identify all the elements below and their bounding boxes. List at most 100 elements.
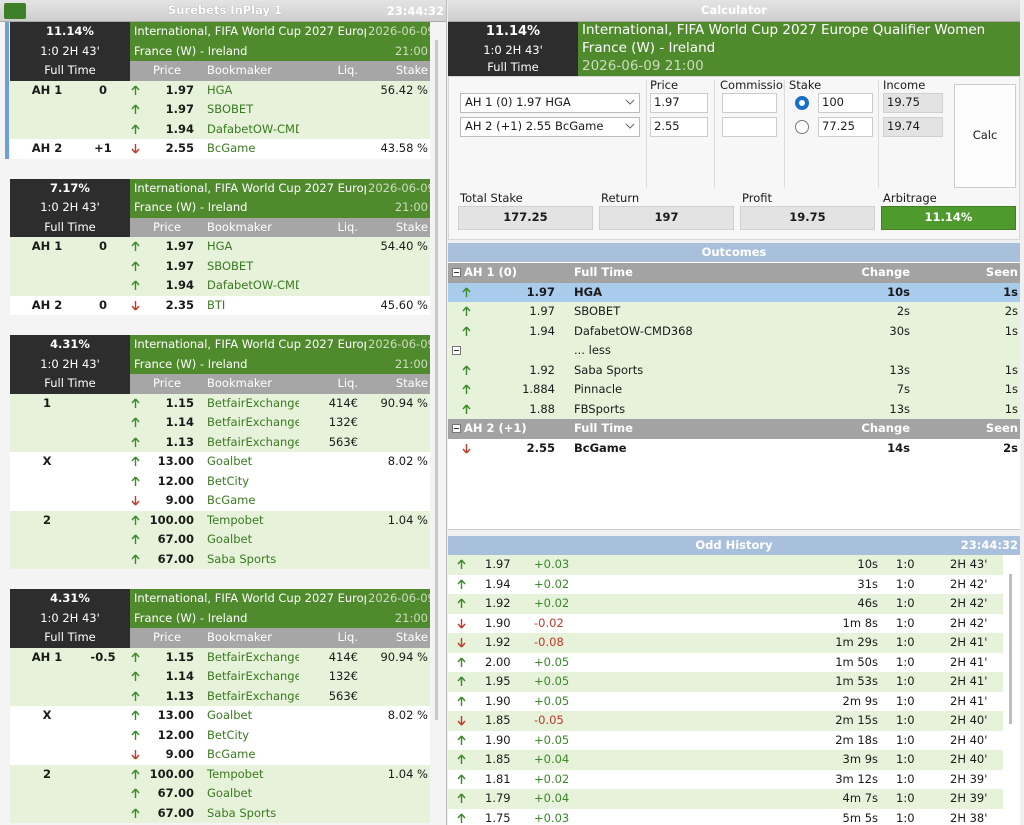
history-ago: 4m 7s <box>842 791 878 805</box>
trend-arrow <box>457 676 466 686</box>
outcome-row-bg <box>448 341 1020 361</box>
surebet-column-header <box>130 61 430 81</box>
collapse-toggle[interactable] <box>452 346 461 355</box>
stake-input[interactable] <box>818 117 873 137</box>
outcome-name: AH 1 <box>31 239 63 253</box>
history-scrollbar[interactable] <box>1009 574 1012 724</box>
outcome-change: 7s <box>896 382 910 396</box>
history-price: 1.90 <box>485 693 511 708</box>
odds-price: 13.00 <box>157 708 194 722</box>
select-chevron <box>625 99 635 105</box>
price-input[interactable] <box>650 117 708 137</box>
surebet-date: 2026-06-09 <box>368 591 430 605</box>
bookmaker-name: BetCity <box>207 727 250 742</box>
history-price: 1.79 <box>485 791 511 805</box>
stake-input[interactable] <box>818 93 873 113</box>
odds-price: 1.14 <box>165 669 194 683</box>
bet-select[interactable] <box>460 93 640 113</box>
odds-price: 1.15 <box>165 395 194 410</box>
bookmaker-name: Saba Sports <box>207 551 277 566</box>
history-change: +0.04 <box>534 752 570 766</box>
odds-price: 12.00 <box>157 473 194 488</box>
history-titlebar <box>448 536 1020 555</box>
outcome-price: 1.884 <box>522 382 555 396</box>
calc-button[interactable] <box>954 84 1016 188</box>
total-value: 19.75 <box>789 210 826 224</box>
history-score: 1:0 <box>896 752 915 766</box>
outcome-group-bg <box>10 452 430 511</box>
column-liquidity: Liq. <box>337 219 358 234</box>
outcome-row-bg <box>448 380 1020 400</box>
outcome-row-bg <box>448 282 1020 302</box>
history-row-bg <box>448 652 1003 672</box>
outcome-name: AH 2 <box>31 297 63 312</box>
left-scrollbar[interactable] <box>435 40 438 720</box>
total-value: 11.14% <box>924 210 973 224</box>
history-change: +0.04 <box>534 791 570 805</box>
surebet-column-header <box>130 217 430 237</box>
commission-input[interactable] <box>722 93 777 113</box>
odds-price: 1.97 <box>165 82 194 97</box>
history-minute: 2H 41' <box>950 674 988 688</box>
outcome-name: 1 <box>42 395 51 410</box>
history-change: -0.05 <box>534 713 564 727</box>
trend-arrow <box>457 813 466 823</box>
bet-select[interactable] <box>460 117 640 137</box>
trend-arrow <box>457 638 466 648</box>
column-bookmaker: Bookmaker <box>207 63 272 77</box>
outcome-line: 0 <box>98 239 107 253</box>
odds-price: 67.00 <box>157 532 194 546</box>
price-input[interactable] <box>650 93 708 113</box>
history-ago: 2m 15s <box>835 713 878 727</box>
history-change: +0.03 <box>534 810 570 825</box>
surebet-league: International, FIFA World Cup 2027 Europ… <box>134 180 366 195</box>
settings-button[interactable] <box>4 3 26 19</box>
history-minute: 2H 40' <box>950 732 988 747</box>
surebet-column-header <box>130 374 430 394</box>
liquidity: 563€ <box>328 688 358 703</box>
total-field <box>740 206 875 230</box>
income-text: 19.75 <box>887 95 920 109</box>
surebet-period: Full Time <box>44 219 96 234</box>
outcome-name: X <box>42 708 52 722</box>
bookmaker-name: Goalbet <box>207 708 253 722</box>
bookmaker-name: HGA <box>207 82 233 97</box>
collapse-toggle[interactable] <box>452 424 461 433</box>
trend-arrow <box>131 241 140 251</box>
liquidity: 563€ <box>328 434 358 449</box>
calc-green-header <box>578 22 1020 76</box>
bookmaker-name: BetfairExchange 2 <box>207 434 299 449</box>
trend-arrow <box>131 534 140 544</box>
history-minute: 2H 42' <box>950 576 988 591</box>
bookmaker-name: Goalbet <box>207 786 253 800</box>
left-clock: 23:44:32 <box>386 4 444 18</box>
stake-radio[interactable] <box>795 96 809 110</box>
history-change: -0.02 <box>534 615 564 630</box>
history-price: 1.92 <box>485 596 511 610</box>
outcome-bookmaker: HGA <box>574 284 602 299</box>
trend-arrow <box>131 652 140 662</box>
collapse-toggle[interactable] <box>452 268 461 277</box>
history-ago: 5m 5s <box>842 810 878 825</box>
total-field <box>599 206 734 230</box>
surebet-green-header <box>130 589 430 628</box>
stake-radio[interactable] <box>795 120 809 134</box>
odds-price: 1.13 <box>165 434 194 449</box>
history-change: +0.05 <box>534 674 570 688</box>
history-row-bg <box>448 672 1003 692</box>
bookmaker-name: Saba Sports <box>207 805 277 820</box>
outcome-group-bg <box>10 764 430 823</box>
stake-input-text: 100 <box>822 95 844 109</box>
calc-match: France (W) - Ireland <box>582 40 716 56</box>
commission-input[interactable] <box>722 117 777 137</box>
odds-price: 1.15 <box>165 649 194 664</box>
history-price: 1.85 <box>485 713 511 727</box>
history-price: 1.90 <box>485 732 511 747</box>
trend-arrow <box>131 417 140 427</box>
outcome-change: 2s <box>896 304 910 318</box>
trend-arrow <box>131 144 140 154</box>
history-price: 1.94 <box>485 576 511 591</box>
outcome-price: 1.97 <box>526 284 555 299</box>
surebet-green-header <box>130 22 430 61</box>
odds-price: 1.14 <box>165 415 194 429</box>
